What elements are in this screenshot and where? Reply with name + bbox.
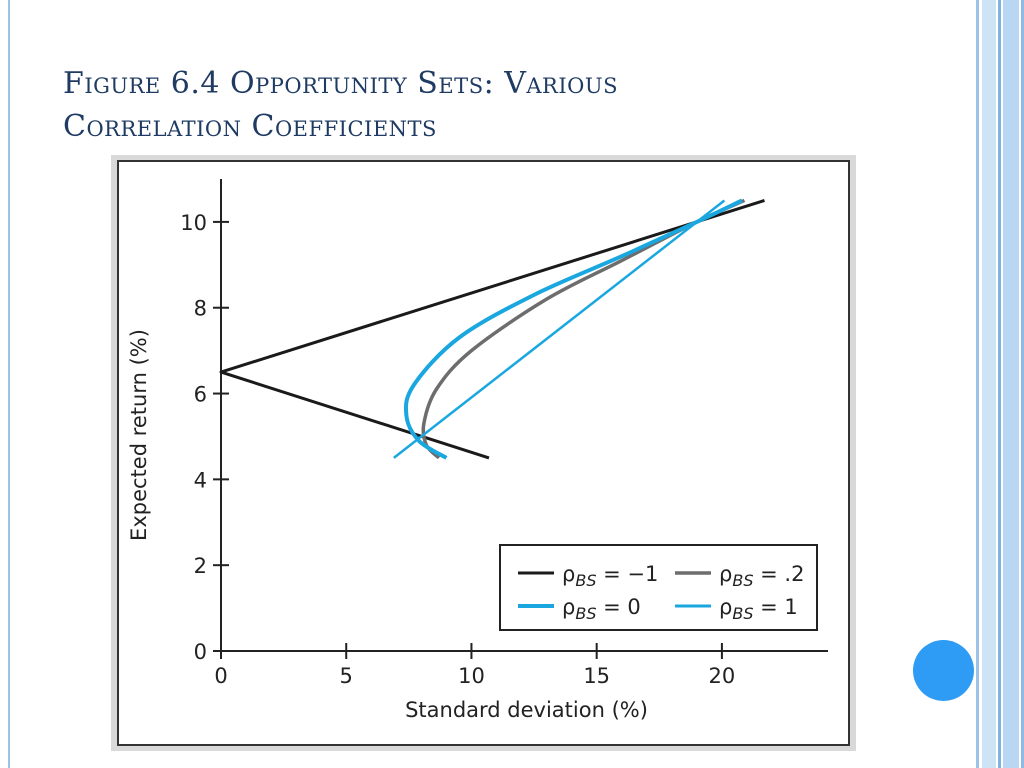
chart-series (219, 198, 765, 460)
y-tick-label: 10 (180, 211, 207, 235)
chart-panel (117, 160, 850, 746)
chart-legend: ρBS = −1 ρBS = .2 ρBS = 0 ρBS = 1 (499, 544, 818, 631)
slide-title-line1: Figure 6.4 Opportunity Sets: Various (63, 66, 618, 101)
opportunity-set-chart: 0 5 10 15 20 0 2 4 6 8 10 Standard deviation (%) Exp… (127, 179, 828, 722)
series-line-0 (219, 199, 765, 460)
y-tick-label: 8 (194, 297, 207, 321)
y-tick-label: 2 (194, 554, 207, 578)
legend-label: ρBS = 1 (719, 595, 798, 623)
y-tick-label: 0 (194, 640, 207, 664)
y-tick-label: 4 (194, 468, 207, 492)
slide-right-stripes (976, 0, 1024, 768)
x-tick-label: 0 (214, 664, 227, 688)
legend-box (499, 544, 818, 631)
legend-label: ρBS = 0 (562, 595, 641, 623)
accent-circle (913, 640, 974, 701)
slide-left-border (8, 0, 10, 768)
x-tick-label: 20 (709, 664, 736, 688)
slide-title-line2: Correlation Coefficients (63, 109, 437, 144)
y-axis-label: Expected return (%) (127, 329, 151, 541)
slide-title: Figure 6.4 Opportunity Sets: Various Cor… (63, 62, 863, 148)
legend-label: ρBS = .2 (719, 562, 804, 590)
x-tick-label: 5 (340, 664, 353, 688)
x-tick-label: 15 (583, 664, 610, 688)
y-tick-label: 6 (194, 383, 207, 407)
x-axis-label: Standard deviation (%) (405, 698, 648, 722)
series-line-3 (393, 199, 726, 459)
chart-axes: 0 5 10 15 20 0 2 4 6 8 10 Standard deviation (%) Exp… (127, 179, 828, 722)
x-tick-label: 10 (458, 664, 485, 688)
series-line-2 (403, 198, 743, 460)
legend-label: ρBS = −1 (562, 562, 658, 590)
